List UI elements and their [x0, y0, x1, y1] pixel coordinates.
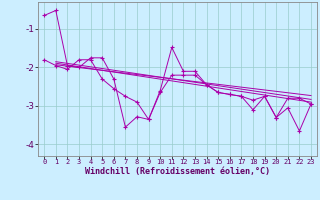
X-axis label: Windchill (Refroidissement éolien,°C): Windchill (Refroidissement éolien,°C) [85, 167, 270, 176]
